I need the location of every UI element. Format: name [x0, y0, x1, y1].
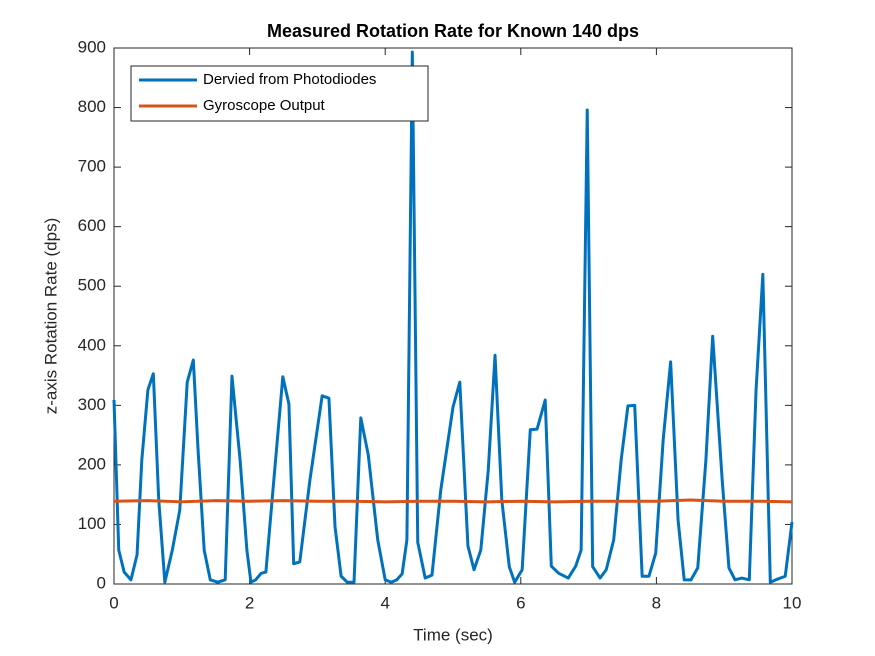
x-axis-label: Time (sec) — [413, 625, 493, 644]
legend-label: Gyroscope Output — [203, 97, 326, 114]
x-tick-label: 10 — [783, 593, 802, 612]
y-tick-label: 300 — [78, 395, 106, 414]
series-line — [112, 50, 794, 584]
y-tick-label: 200 — [78, 454, 106, 473]
y-tick-label: 400 — [78, 335, 106, 354]
y-tick-label: 900 — [78, 37, 106, 56]
x-tick-label: 6 — [516, 593, 525, 612]
x-tick-label: 4 — [380, 593, 389, 612]
x-tick-label: 2 — [245, 593, 254, 612]
y-tick-label: 500 — [78, 276, 106, 295]
axes-box — [113, 47, 793, 585]
y-tick-label: 0 — [97, 573, 106, 592]
chart-title: Measured Rotation Rate for Known 140 dps — [267, 21, 639, 41]
legend-box — [130, 65, 429, 122]
y-tick-label: 100 — [78, 514, 106, 533]
y-axis-label: z-axis Rotation Rate (dps) — [41, 218, 60, 415]
x-tick-label: 8 — [652, 593, 661, 612]
y-tick-label: 600 — [78, 216, 106, 235]
y-tick-label: 700 — [78, 157, 106, 176]
legend-label: Dervied from Photodiodes — [203, 71, 376, 88]
x-tick-label: 0 — [109, 593, 118, 612]
series-line — [113, 498, 793, 504]
y-tick-label: 800 — [78, 97, 106, 116]
